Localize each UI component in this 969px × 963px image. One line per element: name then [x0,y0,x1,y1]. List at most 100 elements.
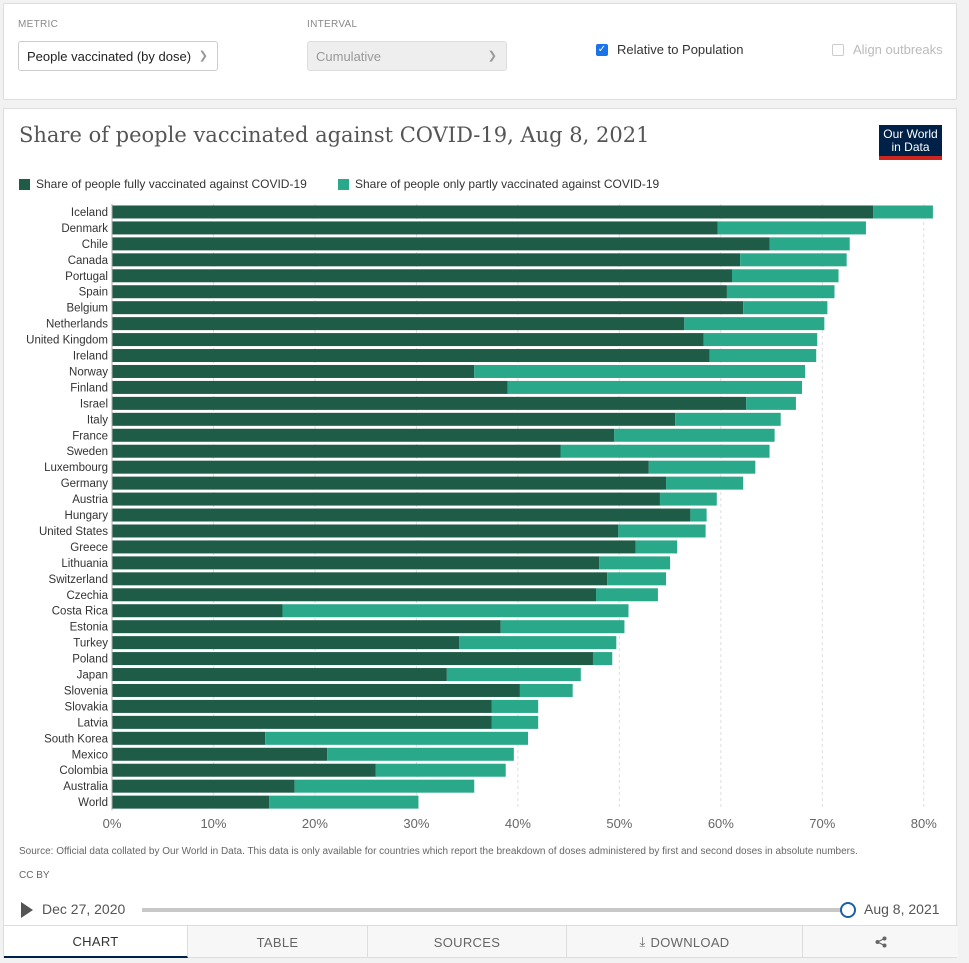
bar-partly-vaccinated [500,620,625,634]
timeline-track[interactable] [142,902,856,918]
chevron-down-icon: ❯ [487,50,497,62]
bar-fully-vaccinated [112,699,492,713]
country-label: Slovakia [65,701,109,713]
bar-fully-vaccinated [112,572,608,586]
bar-fully-vaccinated [112,715,492,729]
source-note: Source: Official data collated by Our Wo… [19,846,858,857]
bar-partly-vaccinated [459,636,617,650]
bar-fully-vaccinated [112,444,561,458]
country-label: Austria [72,494,108,506]
legend-label-full: Share of people fully vaccinated against… [36,177,307,191]
bar-fully-vaccinated [112,779,295,793]
bar-partly-vaccinated [717,221,866,235]
country-label: Mexico [72,749,108,761]
bar-fully-vaccinated [112,620,501,634]
bar-fully-vaccinated [112,285,727,299]
relative-label: Relative to Population [617,42,744,57]
metric-select[interactable]: People vaccinated (by dose) ❯ [18,41,218,71]
country-label: Colombia [59,765,108,777]
bar-fully-vaccinated [112,731,266,745]
country-label: Ireland [73,351,108,363]
tab-table[interactable]: TABLE [188,926,368,958]
timeline-fill [142,908,848,912]
bar-fully-vaccinated [112,237,770,251]
checkmark-icon: ✓ [596,43,608,56]
country-label: Germany [61,478,109,490]
tab-sources[interactable]: SOURCES [368,926,567,958]
country-label: Lithuania [61,558,108,570]
bar-fully-vaccinated [112,349,710,363]
bar-fully-vaccinated [112,253,741,267]
tab-download-label: DOWNLOAD [650,934,730,950]
country-label: France [72,430,108,442]
country-label: Norway [69,366,108,378]
timeline-start-date: Dec 27, 2020 [42,901,126,917]
country-label: Netherlands [46,319,108,331]
bar-fully-vaccinated [112,508,691,522]
relative-to-population-checkbox[interactable]: ✓ Relative to Population [596,42,743,57]
bar-partly-vaccinated [294,779,475,793]
bar-fully-vaccinated [112,492,660,506]
tab-share[interactable] [803,926,958,958]
bar-partly-vaccinated [648,460,756,474]
bar-fully-vaccinated [112,763,376,777]
bar-partly-vaccinated [474,364,806,378]
bar-partly-vaccinated [282,604,629,618]
bar-fully-vaccinated [112,396,747,410]
legend-item-full[interactable]: Share of people fully vaccinated against… [19,177,307,191]
bar-partly-vaccinated [446,668,581,682]
bar-partly-vaccinated [690,508,707,522]
bar-partly-vaccinated [614,428,775,442]
bar-fully-vaccinated [112,380,508,394]
bar-partly-vaccinated [740,253,847,267]
bar-partly-vaccinated [618,524,706,538]
bar-fully-vaccinated [112,301,744,315]
bar-partly-vaccinated [709,349,817,363]
bar-fully-vaccinated [112,460,649,474]
country-label: Iceland [71,207,108,219]
bar-partly-vaccinated [873,205,933,219]
timeline-handle[interactable] [840,902,856,918]
bar-fully-vaccinated [112,588,597,602]
timeline-end-date: Aug 8, 2021 [864,901,940,917]
bar-fully-vaccinated [112,221,718,235]
country-label: United States [39,526,108,538]
x-tick-label: 40% [505,816,531,831]
bar-partly-vaccinated [666,476,744,490]
bar-fully-vaccinated [112,205,874,219]
country-label: Israel [80,398,108,410]
tab-bar: CHART TABLE SOURCES ⤓ DOWNLOAD [4,925,958,958]
legend-label-partial: Share of people only partly vaccinated a… [355,177,660,191]
align-label: Align outbreaks [853,42,943,57]
legend-swatch-full [19,178,30,190]
x-tick-label: 60% [708,816,734,831]
bar-fully-vaccinated [112,317,685,331]
tab-download[interactable]: ⤓ DOWNLOAD [567,926,803,958]
country-label: Canada [68,255,109,267]
x-tick-label: 20% [302,816,328,831]
owid-logo[interactable]: Our World in Data [879,125,942,160]
country-label: Poland [72,654,108,666]
country-label: Hungary [65,510,109,522]
bar-fully-vaccinated [112,412,676,426]
bar-fully-vaccinated [112,604,283,618]
tab-chart[interactable]: CHART [4,926,188,958]
country-label: Finland [70,382,108,394]
bar-partly-vaccinated [592,652,613,666]
country-label: Italy [87,414,108,426]
play-icon[interactable] [21,902,33,918]
bar-fully-vaccinated [112,269,732,283]
align-outbreaks-checkbox[interactable]: Align outbreaks [832,42,943,57]
share-icon [875,936,886,948]
chart-card: Share of people vaccinated against COVID… [3,108,958,958]
bar-partly-vaccinated [327,747,514,761]
legend-swatch-partial [338,178,349,190]
legend-item-partial[interactable]: Share of people only partly vaccinated a… [338,177,659,191]
interval-value: Cumulative [316,49,382,64]
x-tick-label: 70% [809,816,835,831]
chart-title: Share of people vaccinated against COVID… [19,123,650,147]
bar-fully-vaccinated [112,636,460,650]
country-label: Spain [79,287,108,299]
interval-select[interactable]: Cumulative ❯ [307,41,507,71]
country-label: Switzerland [49,574,108,586]
